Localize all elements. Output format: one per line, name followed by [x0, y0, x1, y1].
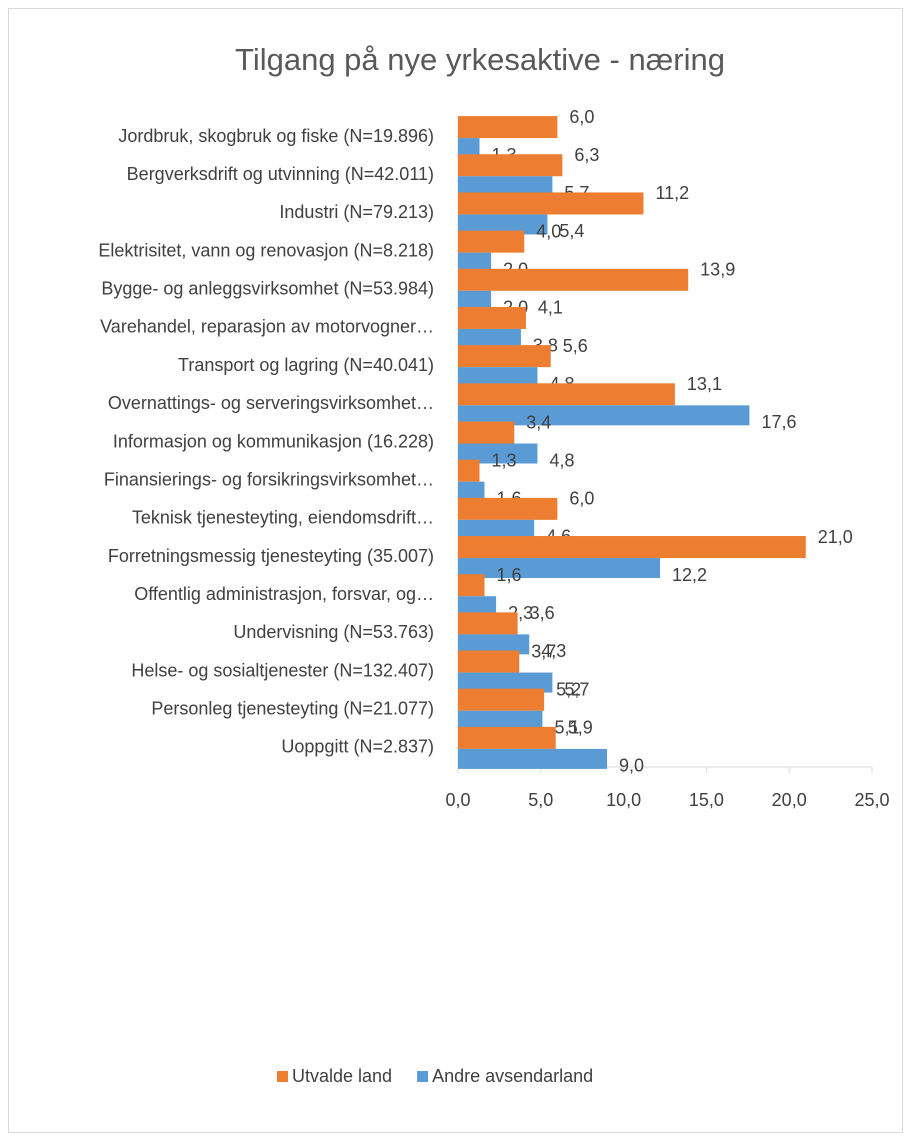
bar [458, 367, 538, 388]
value-label: 3,4 [526, 412, 551, 432]
bar [458, 650, 520, 673]
x-tick-label: 20,0 [772, 790, 807, 810]
bar [458, 290, 492, 311]
legend-swatch [417, 1071, 429, 1082]
bar [458, 596, 497, 617]
value-label: 9,0 [619, 756, 644, 776]
y-tick-label: Elektrisitet, vann og renovasjon (N=8.21… [98, 240, 434, 260]
bar [458, 710, 543, 731]
bar [458, 116, 558, 139]
x-tick-label: 25,0 [854, 790, 889, 810]
bar [458, 306, 526, 329]
bar [458, 672, 553, 693]
y-tick-label: Varehandel, reparasjon av motorvogner… [100, 317, 434, 337]
y-tick-label: Jordbruk, skogbruk og fiske (N=19.896) [118, 126, 434, 146]
y-tick-label: Industri (N=79.213) [279, 202, 434, 222]
bar [458, 688, 545, 711]
value-label: 5,2 [556, 679, 581, 699]
y-tick-label: Overnattings- og serveringsvirksomhet… [108, 393, 434, 413]
bar [458, 481, 485, 502]
value-label: 3,7 [531, 641, 556, 661]
value-label: 4,8 [549, 450, 574, 470]
value-label: 5,1 [554, 717, 579, 737]
y-tick-label: Undervisning (N=53.763) [233, 622, 434, 642]
bar [458, 383, 675, 406]
bar [458, 345, 551, 368]
bar [458, 138, 480, 159]
bar [458, 230, 525, 253]
bar [458, 612, 518, 635]
chart-border [8, 8, 903, 1133]
y-tick-label: Personleg tjenesteyting (N=21.077) [151, 698, 434, 718]
value-label: 6,0 [569, 107, 594, 127]
y-tick-label: Teknisk tjenesteyting, eiendomsdrift… [132, 508, 434, 528]
legend-swatch [277, 1071, 288, 1082]
bar [458, 268, 689, 291]
bar [458, 421, 515, 444]
legend-label: Utvalde land [292, 1066, 392, 1086]
bar [458, 328, 521, 349]
value-label: 1,6 [496, 565, 521, 585]
y-tick-label: Forretningsmessig tjenesteyting (35.007) [108, 546, 434, 566]
bar [458, 558, 661, 579]
legend-label: Andre avsendarland [432, 1066, 593, 1086]
bar [458, 405, 750, 426]
y-tick-label: Helse- og sosialtjenester (N=132.407) [131, 660, 434, 680]
bar [458, 634, 530, 655]
value-label: 17,6 [761, 412, 796, 432]
y-tick-label: Transport og lagring (N=40.041) [178, 355, 434, 375]
value-label: 5,6 [563, 336, 588, 356]
bar [458, 192, 644, 215]
y-tick-label: Informasjon og kommunikasjon (16.228) [113, 431, 434, 451]
bar [458, 459, 480, 482]
value-label: 3,6 [530, 603, 555, 623]
y-tick-label: Finansierings- og forsikringsvirksomhet… [104, 469, 434, 489]
x-tick-label: 10,0 [606, 790, 641, 810]
bar [458, 536, 806, 559]
bar [458, 519, 535, 540]
value-label: 13,1 [687, 374, 722, 394]
bar [458, 497, 558, 520]
value-label: 6,0 [569, 489, 594, 509]
value-label: 13,9 [700, 260, 735, 280]
value-label: 11,2 [655, 183, 689, 203]
value-label: 1,3 [492, 450, 517, 470]
value-label: 4,0 [536, 221, 561, 241]
value-label: 5,9 [568, 718, 593, 738]
bar [458, 726, 556, 749]
bar [458, 214, 548, 235]
bar [458, 748, 608, 769]
bar [458, 443, 538, 464]
y-tick-label: Bygge- og anleggsvirksomhet (N=53.984) [101, 279, 434, 299]
chart-title: Tilgang på nye yrkesaktive - næring [235, 42, 725, 77]
bar [458, 154, 563, 177]
y-tick-label: Bergverksdrift og utvinning (N=42.011) [127, 164, 434, 184]
value-label: 5,4 [559, 221, 584, 241]
value-label: 6,3 [574, 145, 599, 165]
bar [458, 176, 553, 197]
bar [458, 574, 485, 597]
y-tick-label: Offentlig administrasjon, forsvar, og… [134, 584, 434, 604]
y-tick-label: Uoppgitt (N=2.837) [281, 737, 434, 757]
value-label: 5,7 [564, 679, 589, 699]
x-tick-label: 15,0 [689, 790, 724, 810]
value-label: 4,3 [541, 641, 566, 661]
value-label: 12,2 [672, 565, 707, 585]
value-label: 4,1 [538, 298, 563, 318]
bar [458, 252, 492, 273]
x-tick-label: 0,0 [445, 790, 470, 810]
value-label: 21,0 [818, 527, 853, 547]
x-tick-label: 5,0 [528, 790, 553, 810]
